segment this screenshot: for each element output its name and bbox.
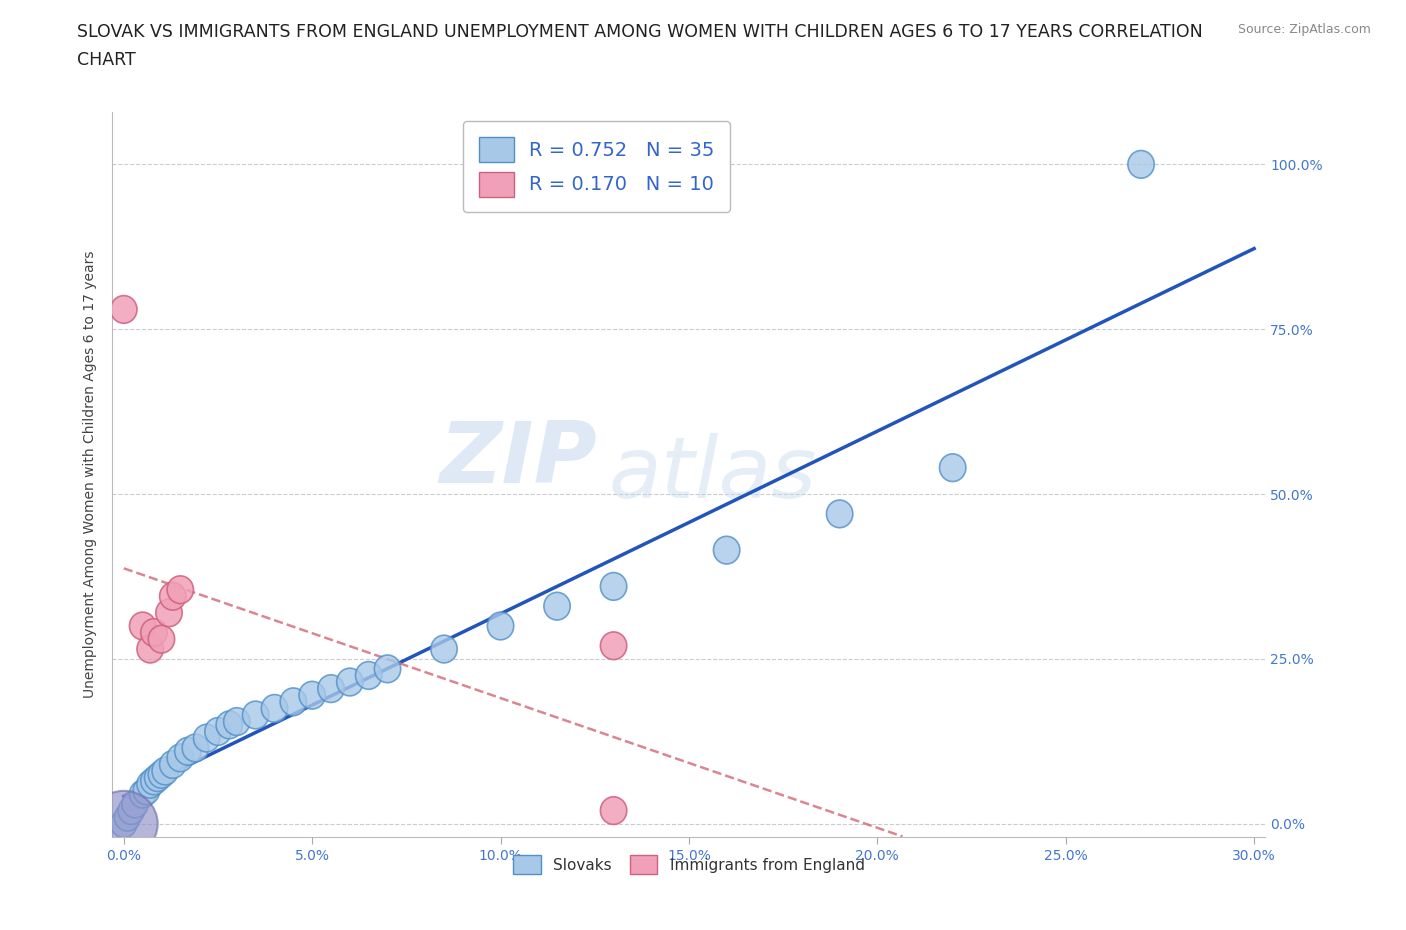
Ellipse shape [262,695,288,723]
Ellipse shape [600,797,627,825]
Ellipse shape [1128,151,1154,179]
Ellipse shape [174,737,201,765]
Ellipse shape [600,631,627,659]
Ellipse shape [827,500,853,527]
Ellipse shape [430,635,457,663]
Ellipse shape [129,612,156,640]
Ellipse shape [156,599,183,627]
Ellipse shape [136,770,163,798]
Ellipse shape [118,797,145,825]
Ellipse shape [167,744,194,772]
Ellipse shape [136,635,163,663]
Ellipse shape [90,790,157,857]
Text: CHART: CHART [77,51,136,69]
Ellipse shape [114,804,141,831]
Ellipse shape [205,718,231,745]
Y-axis label: Unemployment Among Women with Children Ages 6 to 17 years: Unemployment Among Women with Children A… [83,250,97,698]
Ellipse shape [544,592,571,620]
Ellipse shape [280,688,307,716]
Ellipse shape [141,618,167,646]
Ellipse shape [129,780,156,808]
Ellipse shape [299,682,325,709]
Ellipse shape [145,764,172,791]
Ellipse shape [224,708,250,736]
Ellipse shape [134,777,159,804]
Ellipse shape [183,734,208,762]
Ellipse shape [217,711,242,738]
Ellipse shape [318,675,344,702]
Ellipse shape [600,573,627,600]
Ellipse shape [939,454,966,482]
Ellipse shape [336,668,363,696]
Text: ZIP: ZIP [439,418,596,501]
Ellipse shape [148,625,174,653]
Ellipse shape [713,537,740,564]
Ellipse shape [111,296,136,324]
Ellipse shape [167,576,194,604]
Text: Source: ZipAtlas.com: Source: ZipAtlas.com [1237,23,1371,36]
Text: atlas: atlas [609,432,817,516]
Text: SLOVAK VS IMMIGRANTS FROM ENGLAND UNEMPLOYMENT AMONG WOMEN WITH CHILDREN AGES 6 : SLOVAK VS IMMIGRANTS FROM ENGLAND UNEMPL… [77,23,1204,41]
Ellipse shape [488,612,513,640]
Ellipse shape [111,810,136,838]
Ellipse shape [152,757,179,785]
Ellipse shape [356,661,382,689]
Ellipse shape [159,582,186,610]
Legend: Slovaks, Immigrants from England: Slovaks, Immigrants from England [508,849,870,880]
Ellipse shape [159,751,186,778]
Ellipse shape [374,655,401,683]
Ellipse shape [194,724,219,752]
Ellipse shape [141,767,167,795]
Ellipse shape [122,790,148,817]
Ellipse shape [242,701,269,729]
Ellipse shape [148,761,174,789]
